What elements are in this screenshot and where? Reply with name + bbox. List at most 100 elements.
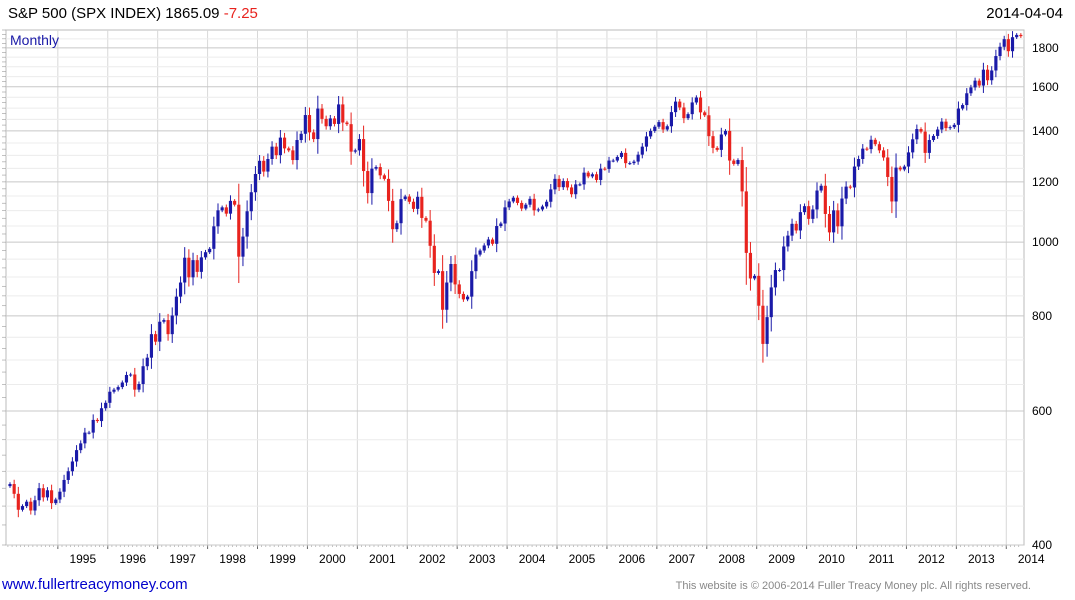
candle-body (861, 148, 865, 160)
candle-body (798, 212, 802, 231)
candle-body (927, 140, 931, 153)
candle-body (881, 150, 886, 158)
candle-body (807, 206, 811, 219)
candle-body (919, 129, 923, 132)
candle-body (753, 275, 757, 279)
candle-body (45, 490, 50, 498)
candle-body (811, 209, 815, 219)
candle-body (8, 484, 12, 487)
candle-body (499, 223, 503, 227)
candle-body (332, 118, 337, 124)
candle-body (345, 122, 349, 125)
candle-body (357, 139, 362, 151)
candle-body (324, 118, 328, 127)
candle-body (166, 320, 170, 335)
x-tick-label: 2013 (968, 552, 995, 566)
candle-body (690, 102, 694, 115)
x-tick-label: 2007 (668, 552, 695, 566)
x-tick-label: 2004 (519, 552, 546, 566)
candle-body (944, 121, 948, 129)
candle-body (245, 211, 249, 237)
x-tick-label: 1998 (219, 552, 246, 566)
candle-body (877, 144, 881, 151)
candle-body (794, 223, 798, 231)
candle-body (258, 160, 262, 174)
candle-body (1006, 39, 1010, 52)
candle-body (782, 246, 786, 271)
y-tick-label: 1400 (1032, 124, 1059, 138)
candle-body (108, 391, 112, 403)
candle-body (120, 382, 124, 388)
candle-body (83, 432, 87, 444)
candle-body (154, 334, 158, 342)
candle-body (299, 133, 303, 141)
candle-body (906, 152, 911, 167)
candle-body (320, 108, 324, 119)
candle-body (728, 130, 732, 161)
candle-body (686, 114, 690, 119)
candle-body (453, 264, 457, 285)
candle-body (262, 160, 266, 172)
candle-body (416, 196, 420, 209)
candle-body (87, 432, 91, 434)
candle-body (436, 271, 441, 273)
x-tick-label: 2011 (869, 552, 895, 566)
candle-body (952, 124, 956, 128)
website-link[interactable]: www.fullertreacymoney.com (2, 576, 188, 593)
candle-body (520, 202, 524, 209)
y-tick-label: 1200 (1032, 175, 1059, 189)
candle-body (578, 184, 582, 186)
candle-body (220, 207, 224, 211)
candle-body (74, 450, 79, 462)
candle-body (349, 124, 353, 152)
candle-body (869, 139, 873, 150)
x-tick-label: 2008 (718, 552, 745, 566)
x-tick-label: 2014 (1018, 552, 1045, 566)
candle-body (145, 357, 149, 367)
candle-body (411, 201, 416, 209)
y-tick-label: 1600 (1032, 80, 1059, 94)
candle-body (158, 321, 162, 342)
candle-body (54, 499, 58, 504)
candle-body (303, 115, 307, 134)
candle-body (12, 484, 16, 494)
candle-body (678, 101, 682, 108)
candle-body (432, 245, 436, 273)
candle-body (586, 172, 590, 177)
candle-body (969, 87, 973, 94)
candle-body (399, 199, 403, 224)
y-tick-label: 400 (1032, 538, 1052, 552)
candle-body (1019, 34, 1023, 37)
x-tick-label: 1995 (69, 552, 96, 566)
candle-body (777, 270, 782, 272)
candle-body (249, 192, 253, 212)
candle-body (640, 146, 644, 155)
candle-body (307, 115, 312, 133)
candle-body (786, 235, 790, 247)
candle-body (295, 140, 299, 161)
candle-body (931, 135, 936, 141)
candle-body (233, 200, 237, 205)
candle-body (270, 146, 274, 160)
candle-body (561, 181, 565, 188)
candle-body (216, 210, 220, 227)
candle-body (50, 490, 54, 504)
candle-body (657, 122, 661, 127)
candle-body (940, 121, 944, 130)
candle-body (420, 196, 424, 218)
candle-body (278, 137, 282, 156)
candle-body (915, 129, 919, 140)
candle-body (653, 126, 657, 131)
candle-body (95, 419, 99, 422)
candle-body (985, 69, 990, 81)
candle-body (590, 174, 594, 177)
candle-body (224, 207, 228, 214)
candle-body (703, 112, 707, 116)
candle-body (757, 275, 761, 306)
candle-body (802, 206, 807, 213)
chart-title: S&P 500 (SPX INDEX) 1865.09 -7.25 (8, 5, 258, 22)
candle-body (187, 257, 191, 278)
candle-body (274, 146, 278, 156)
candle-body (424, 217, 428, 221)
